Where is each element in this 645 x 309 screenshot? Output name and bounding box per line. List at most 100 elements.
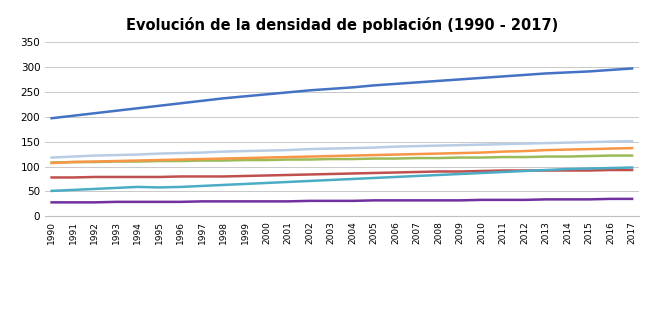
Tailandia bbox=[241, 156, 249, 160]
Camboya bbox=[263, 181, 270, 185]
China bbox=[413, 144, 421, 148]
Camboya bbox=[456, 172, 464, 176]
España bbox=[370, 171, 378, 175]
Tailandia bbox=[392, 153, 399, 156]
China bbox=[112, 153, 120, 157]
Tailandia bbox=[284, 155, 292, 159]
EEUU bbox=[607, 197, 615, 201]
Tailandia bbox=[607, 147, 615, 150]
EEUU bbox=[585, 197, 593, 201]
Francia bbox=[478, 156, 486, 159]
EEUU bbox=[177, 200, 184, 204]
Camboya bbox=[628, 166, 636, 169]
Tailandia bbox=[134, 159, 141, 163]
China bbox=[241, 149, 249, 153]
Francia bbox=[413, 156, 421, 160]
Francia bbox=[585, 154, 593, 158]
España bbox=[155, 175, 163, 179]
España bbox=[306, 173, 313, 176]
Camboya bbox=[392, 175, 399, 179]
España bbox=[542, 169, 550, 172]
España bbox=[112, 175, 120, 179]
China bbox=[220, 150, 228, 154]
EEUU bbox=[284, 200, 292, 203]
España bbox=[263, 174, 270, 177]
Vietnam bbox=[564, 70, 571, 74]
Camboya bbox=[521, 169, 528, 173]
EEUU bbox=[220, 200, 228, 203]
Francia bbox=[177, 159, 184, 163]
Camboya bbox=[349, 177, 357, 181]
China bbox=[607, 140, 615, 143]
España bbox=[349, 171, 357, 175]
Vietnam bbox=[306, 88, 313, 92]
EEUU bbox=[134, 200, 141, 204]
Vietnam bbox=[112, 109, 120, 112]
Camboya bbox=[91, 187, 99, 191]
España bbox=[198, 175, 206, 178]
Francia bbox=[607, 154, 615, 157]
Tailandia bbox=[69, 160, 77, 164]
Francia bbox=[69, 160, 77, 164]
Camboya bbox=[220, 183, 228, 187]
Tailandia bbox=[370, 153, 378, 157]
Camboya bbox=[478, 171, 486, 175]
Vietnam bbox=[521, 73, 528, 77]
China bbox=[134, 153, 141, 156]
EEUU bbox=[542, 197, 550, 201]
Francia bbox=[521, 155, 528, 159]
España bbox=[284, 173, 292, 177]
Vietnam bbox=[91, 112, 99, 115]
Tailandia bbox=[499, 150, 507, 154]
Vietnam bbox=[155, 104, 163, 108]
España bbox=[327, 172, 335, 176]
Vietnam bbox=[263, 92, 270, 96]
China bbox=[521, 142, 528, 146]
Camboya bbox=[134, 185, 141, 189]
Tailandia bbox=[220, 157, 228, 160]
Vietnam bbox=[198, 99, 206, 103]
Camboya bbox=[585, 167, 593, 170]
Francia bbox=[392, 157, 399, 160]
China bbox=[69, 155, 77, 159]
Tailandia bbox=[478, 151, 486, 154]
Tailandia bbox=[585, 147, 593, 151]
EEUU bbox=[499, 198, 507, 202]
Vietnam bbox=[542, 72, 550, 75]
Vietnam bbox=[349, 86, 357, 89]
Francia bbox=[241, 158, 249, 162]
Vietnam bbox=[327, 87, 335, 91]
España bbox=[435, 170, 442, 173]
España bbox=[607, 168, 615, 172]
Tailandia bbox=[112, 159, 120, 163]
EEUU bbox=[392, 198, 399, 202]
Tailandia bbox=[413, 152, 421, 156]
China bbox=[349, 146, 357, 150]
EEUU bbox=[198, 200, 206, 203]
Vietnam bbox=[370, 83, 378, 87]
China bbox=[155, 152, 163, 155]
EEUU bbox=[112, 200, 120, 204]
Camboya bbox=[564, 167, 571, 171]
Camboya bbox=[198, 184, 206, 188]
España bbox=[177, 175, 184, 178]
Vietnam bbox=[284, 91, 292, 94]
Line: Vietnam: Vietnam bbox=[52, 69, 632, 118]
España bbox=[564, 169, 571, 172]
Francia bbox=[48, 161, 55, 164]
Francia bbox=[542, 155, 550, 159]
EEUU bbox=[155, 200, 163, 204]
China bbox=[478, 143, 486, 146]
Vietnam bbox=[478, 76, 486, 80]
EEUU bbox=[456, 198, 464, 202]
EEUU bbox=[91, 201, 99, 204]
Tailandia bbox=[48, 161, 55, 165]
Francia bbox=[435, 156, 442, 160]
Francia bbox=[499, 155, 507, 159]
España bbox=[499, 169, 507, 172]
EEUU bbox=[628, 197, 636, 201]
Line: Francia: Francia bbox=[52, 155, 632, 163]
España bbox=[478, 169, 486, 173]
Francia bbox=[327, 157, 335, 161]
Camboya bbox=[155, 186, 163, 189]
